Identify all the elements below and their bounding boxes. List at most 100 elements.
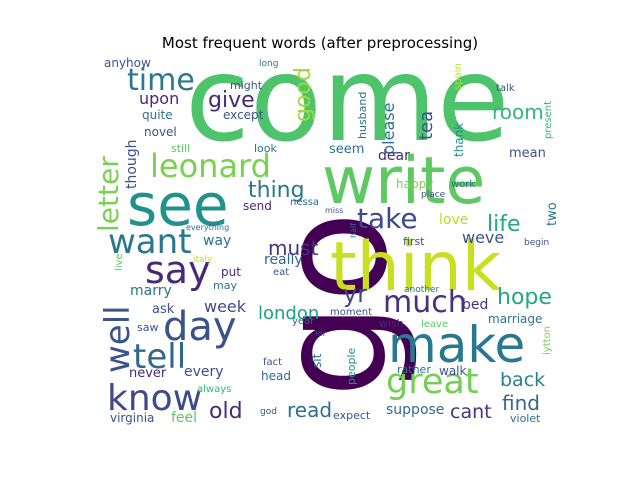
word-talk: talk [496,83,515,94]
word-begin: begin [524,238,549,248]
word-thank: thank [452,123,466,157]
word-day: day [163,304,237,350]
word-virginia: virginia [110,411,154,425]
word-make: make [388,316,525,374]
word-read: read [287,398,332,422]
word-tell: tell [133,337,186,377]
word-year: year [292,316,315,327]
word-must: must [268,236,319,260]
word-half: half [349,223,358,238]
word-violet: violet [510,412,541,425]
word-look: look [254,142,278,155]
word-except: except [223,108,264,122]
word-cant: cant [450,401,492,423]
word-please: please [379,103,398,155]
word-marry: marry [130,283,172,299]
word-old: old [209,399,243,424]
word-first: first [403,235,425,248]
word-thing: thing [248,178,305,203]
word-mr: mr [315,329,327,338]
word-write: write [322,144,485,219]
word-weve: weve [462,228,504,247]
word-week: week [204,297,247,316]
word-moment: moment [330,307,372,318]
word-yr: yr [343,280,367,308]
word-every: every [184,364,224,380]
word-mean: mean [509,146,546,161]
word-really: really [264,252,303,268]
chart-title: Most frequent words (after preprocessing… [161,34,479,52]
word-give: give [208,88,255,113]
word-still: still [171,142,190,155]
word-great: great [386,362,479,402]
word-though: though [124,139,140,189]
word-might: might [230,79,263,92]
word-way: way [203,233,231,249]
word-go: go [247,211,421,398]
word-lytton: lytton [542,326,553,355]
word-may: may [213,279,237,292]
word-love: love [439,212,468,228]
word-leonard: leonard [150,147,271,185]
word-work: work [451,179,475,190]
word-walk: walk [439,364,467,378]
word-see: see [127,171,229,239]
word-ask: ask [152,302,175,317]
word-send: send [243,199,272,213]
word-upon: upon [139,89,179,108]
word-come: come [185,30,510,168]
word-place: place [421,190,446,200]
word-want: want [108,222,192,262]
word-head: head [261,369,291,383]
word-another: another [404,285,439,295]
word-put: put [221,265,241,279]
word-fact: fact [263,357,282,368]
word-say: say [145,248,211,292]
word-miss: miss [325,206,343,215]
word-know: know [107,378,202,419]
word-feel: feel [171,410,197,426]
word-spain: spain [453,63,464,90]
word-back: back [500,369,545,391]
word-quite: quite [142,108,173,122]
word-eat: eat [273,267,289,278]
word-bed: bed [462,297,488,313]
word-marriage: marriage [488,312,542,326]
word-happy: happy [396,177,433,191]
word-letter: letter [92,156,125,232]
word-take: take [357,202,418,235]
word-well: well [98,305,138,373]
word-always: always [197,384,231,395]
word-think: think [330,228,502,307]
word-italy: italy [193,255,213,265]
word-nessa: nessa [290,197,319,208]
word-suppose: suppose [386,402,444,418]
word-saw: saw [137,321,158,334]
word-husband: husband [356,92,369,139]
word-leave: leave [421,319,448,330]
word-seem: seem [329,142,364,157]
word-life: life [487,212,521,237]
word-people: people [345,347,358,385]
word-sit: sit [310,353,324,368]
word-live: live [114,253,125,271]
word-everything: everything [186,223,229,232]
word-london: london [258,303,319,324]
word-time: time [127,63,195,98]
word-hope: hope [497,285,552,310]
word-rather: rather [397,363,431,376]
word-good: good [291,67,316,122]
word-expect: expect [333,409,371,422]
word-god: god [260,407,277,417]
word-dear: dear [378,148,410,164]
word-novel: novel [144,125,177,139]
word-anyhow: anyhow [104,56,151,70]
word-present: present [543,101,554,139]
word-never: never [129,366,167,381]
word-long: long [259,59,278,69]
word-two: two [545,202,560,226]
word-much: much [383,285,467,320]
word-wish: wish [379,317,404,330]
word-find: find [502,391,540,415]
